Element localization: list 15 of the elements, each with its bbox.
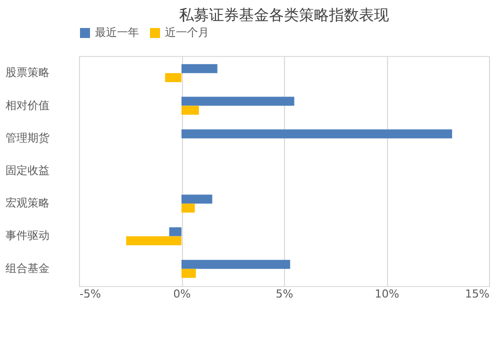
legend-label: 最近一年 [95, 26, 139, 39]
y-tick-label: 宏观策略 [6, 196, 50, 210]
y-tick-label: 相对价值 [6, 98, 50, 112]
chart-title: 私募证券基金各类策略指数表现 [179, 6, 389, 24]
y-tick-label: 事件驱动 [6, 229, 50, 242]
x-tick-label: 15% [465, 288, 490, 300]
y-tick-label: 股票策略 [6, 66, 50, 80]
y-tick-label: 管理期货 [6, 131, 50, 144]
x-tick-label: 10% [374, 288, 400, 300]
legend-label: 近一个月 [165, 26, 209, 39]
y-tick-label: 组合基金 [6, 262, 50, 275]
x-tick-label: -5% [80, 288, 101, 300]
x-tick-label: 0% [173, 288, 191, 300]
x-tick-label: 5% [276, 288, 294, 300]
y-tick-label: 固定收益 [6, 164, 50, 177]
